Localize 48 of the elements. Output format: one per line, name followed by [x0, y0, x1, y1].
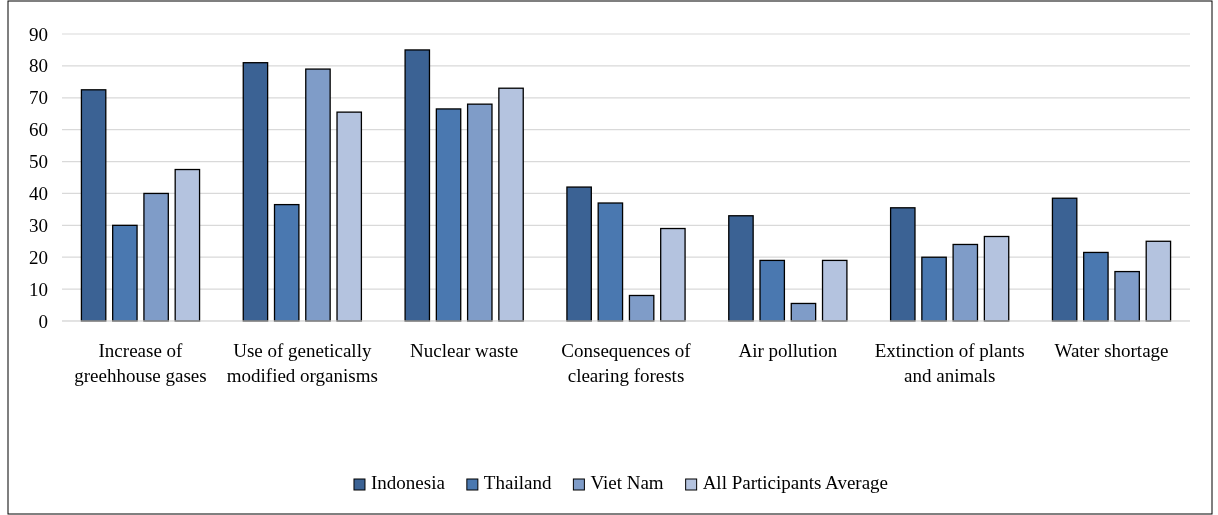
bar	[1051, 197, 1078, 322]
bar	[1145, 240, 1172, 322]
y-tick-label: 0	[38, 310, 48, 332]
bar	[174, 168, 201, 322]
bar	[273, 203, 300, 322]
y-tick-label: 90	[29, 23, 48, 45]
bar	[498, 87, 524, 322]
y-tick-label: 60	[29, 119, 48, 141]
bar	[1114, 270, 1140, 322]
y-tick-label: 80	[29, 55, 48, 77]
y-tick-label: 40	[29, 183, 48, 205]
bar	[435, 108, 462, 322]
bar	[305, 68, 331, 322]
legend-label: Thailand	[483, 472, 552, 493]
bar	[983, 235, 1010, 322]
legend-label: All Participants Average	[702, 472, 889, 493]
bar	[628, 294, 655, 322]
x-tick-label: Increase of greehhouse gases	[74, 340, 207, 386]
bar	[660, 227, 686, 322]
x-tick-label: Air pollution	[738, 340, 838, 361]
bar	[242, 62, 269, 322]
legend-label: Viet Nam	[590, 472, 664, 493]
bar	[566, 186, 592, 322]
bar	[921, 256, 947, 322]
bar	[336, 111, 363, 322]
legend-label: Indonesia	[370, 472, 446, 493]
bar	[728, 215, 754, 322]
bar	[821, 259, 848, 322]
bar	[759, 259, 786, 322]
y-tick-label: 30	[29, 214, 48, 236]
bar	[466, 103, 493, 322]
bar	[143, 192, 169, 322]
bar	[1083, 251, 1109, 322]
y-tick-label: 10	[29, 278, 48, 300]
bar	[889, 207, 916, 322]
x-tick-label: Nuclear waste	[410, 340, 519, 361]
y-tick-label: 50	[29, 151, 48, 173]
y-tick-label: 20	[29, 246, 48, 268]
x-tick-label: Consequences of clearing forests	[561, 340, 692, 386]
bar	[952, 243, 979, 322]
x-tick-label: Use of genetically modified organisms	[226, 340, 378, 386]
bar	[597, 202, 624, 322]
x-tick-label: Water shortage	[1054, 340, 1169, 361]
bar	[80, 89, 107, 322]
y-tick-label: 70	[29, 87, 48, 109]
bar	[404, 49, 431, 322]
bar	[112, 224, 138, 322]
x-tick-label: Extinction of plants and animals	[874, 340, 1025, 386]
